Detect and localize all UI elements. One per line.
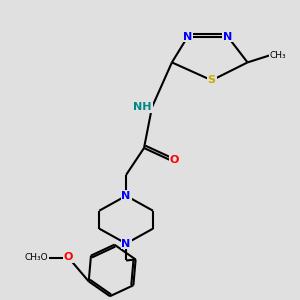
Text: NH: NH: [134, 102, 152, 112]
Text: N: N: [122, 238, 131, 249]
Text: N: N: [223, 32, 232, 41]
Text: CH₃O: CH₃O: [25, 253, 49, 262]
Text: CH₃: CH₃: [269, 51, 286, 60]
Text: S: S: [208, 75, 216, 85]
Text: N: N: [183, 32, 192, 41]
Text: N: N: [122, 191, 131, 201]
Text: O: O: [170, 155, 179, 165]
Text: O: O: [64, 253, 73, 262]
